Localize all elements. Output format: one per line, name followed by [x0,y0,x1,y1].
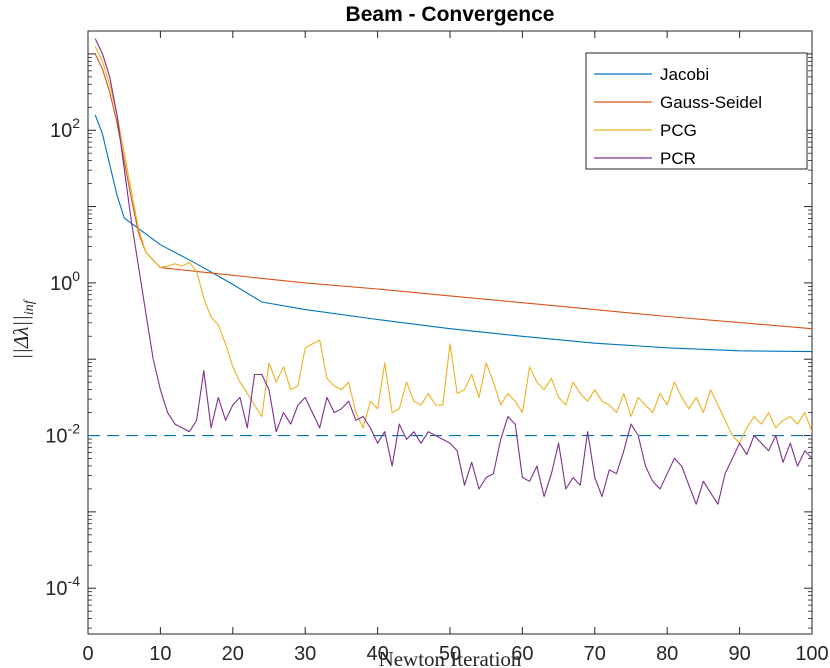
x-axis-title: Newton Iteration [379,647,522,668]
x-tick-label-6: 60 [511,643,533,665]
x-tick-label-5: 50 [439,643,461,665]
series-layer [94,38,812,505]
y-axis-title-main: ||Δλ|| [9,315,33,360]
y-axis-title-group: ||Δλ||inf [9,298,37,359]
legend-label-pcr: PCR [660,149,696,168]
x-tick-label-9: 90 [728,643,750,665]
x-tick-label-2: 20 [222,643,244,665]
x-tick-label-3: 30 [294,643,316,665]
legend: Jacobi Gauss-Seidel PCG PCR [585,52,808,170]
y-tick-label-1: 10-2 [45,421,80,448]
y-tick-label-2: 100 [50,268,80,295]
x-tick-labels: 0 10 20 30 40 50 60 70 80 90 100 [82,643,828,665]
legend-label-jacobi: Jacobi [660,65,709,84]
axis-ticks [87,31,813,634]
legend-box [585,52,808,170]
x-tick-label-0: 0 [82,643,93,665]
x-tick-label-4: 40 [366,643,388,665]
legend-label-pcg: PCG [660,121,697,140]
x-tick-label-1: 10 [149,643,171,665]
y-axis-title-sub: inf [22,298,37,315]
x-tick-label-8: 80 [656,643,678,665]
x-tick-label-7: 70 [584,643,606,665]
x-tick-label-10: 100 [795,643,828,665]
chart-title: Beam - Convergence [346,3,555,26]
series-line-pcr [94,38,812,505]
y-tick-label-0: 10-4 [45,573,80,600]
series-line-jacobi [94,114,812,353]
y-tick-labels: 10-4 10-2 100 102 [45,115,80,600]
y-axis-title: ||Δλ||inf [9,298,37,359]
y-tick-label-3: 102 [50,115,80,142]
series-line-pcg [94,46,812,444]
legend-label-gauss-seidel: Gauss-Seidel [660,93,762,112]
